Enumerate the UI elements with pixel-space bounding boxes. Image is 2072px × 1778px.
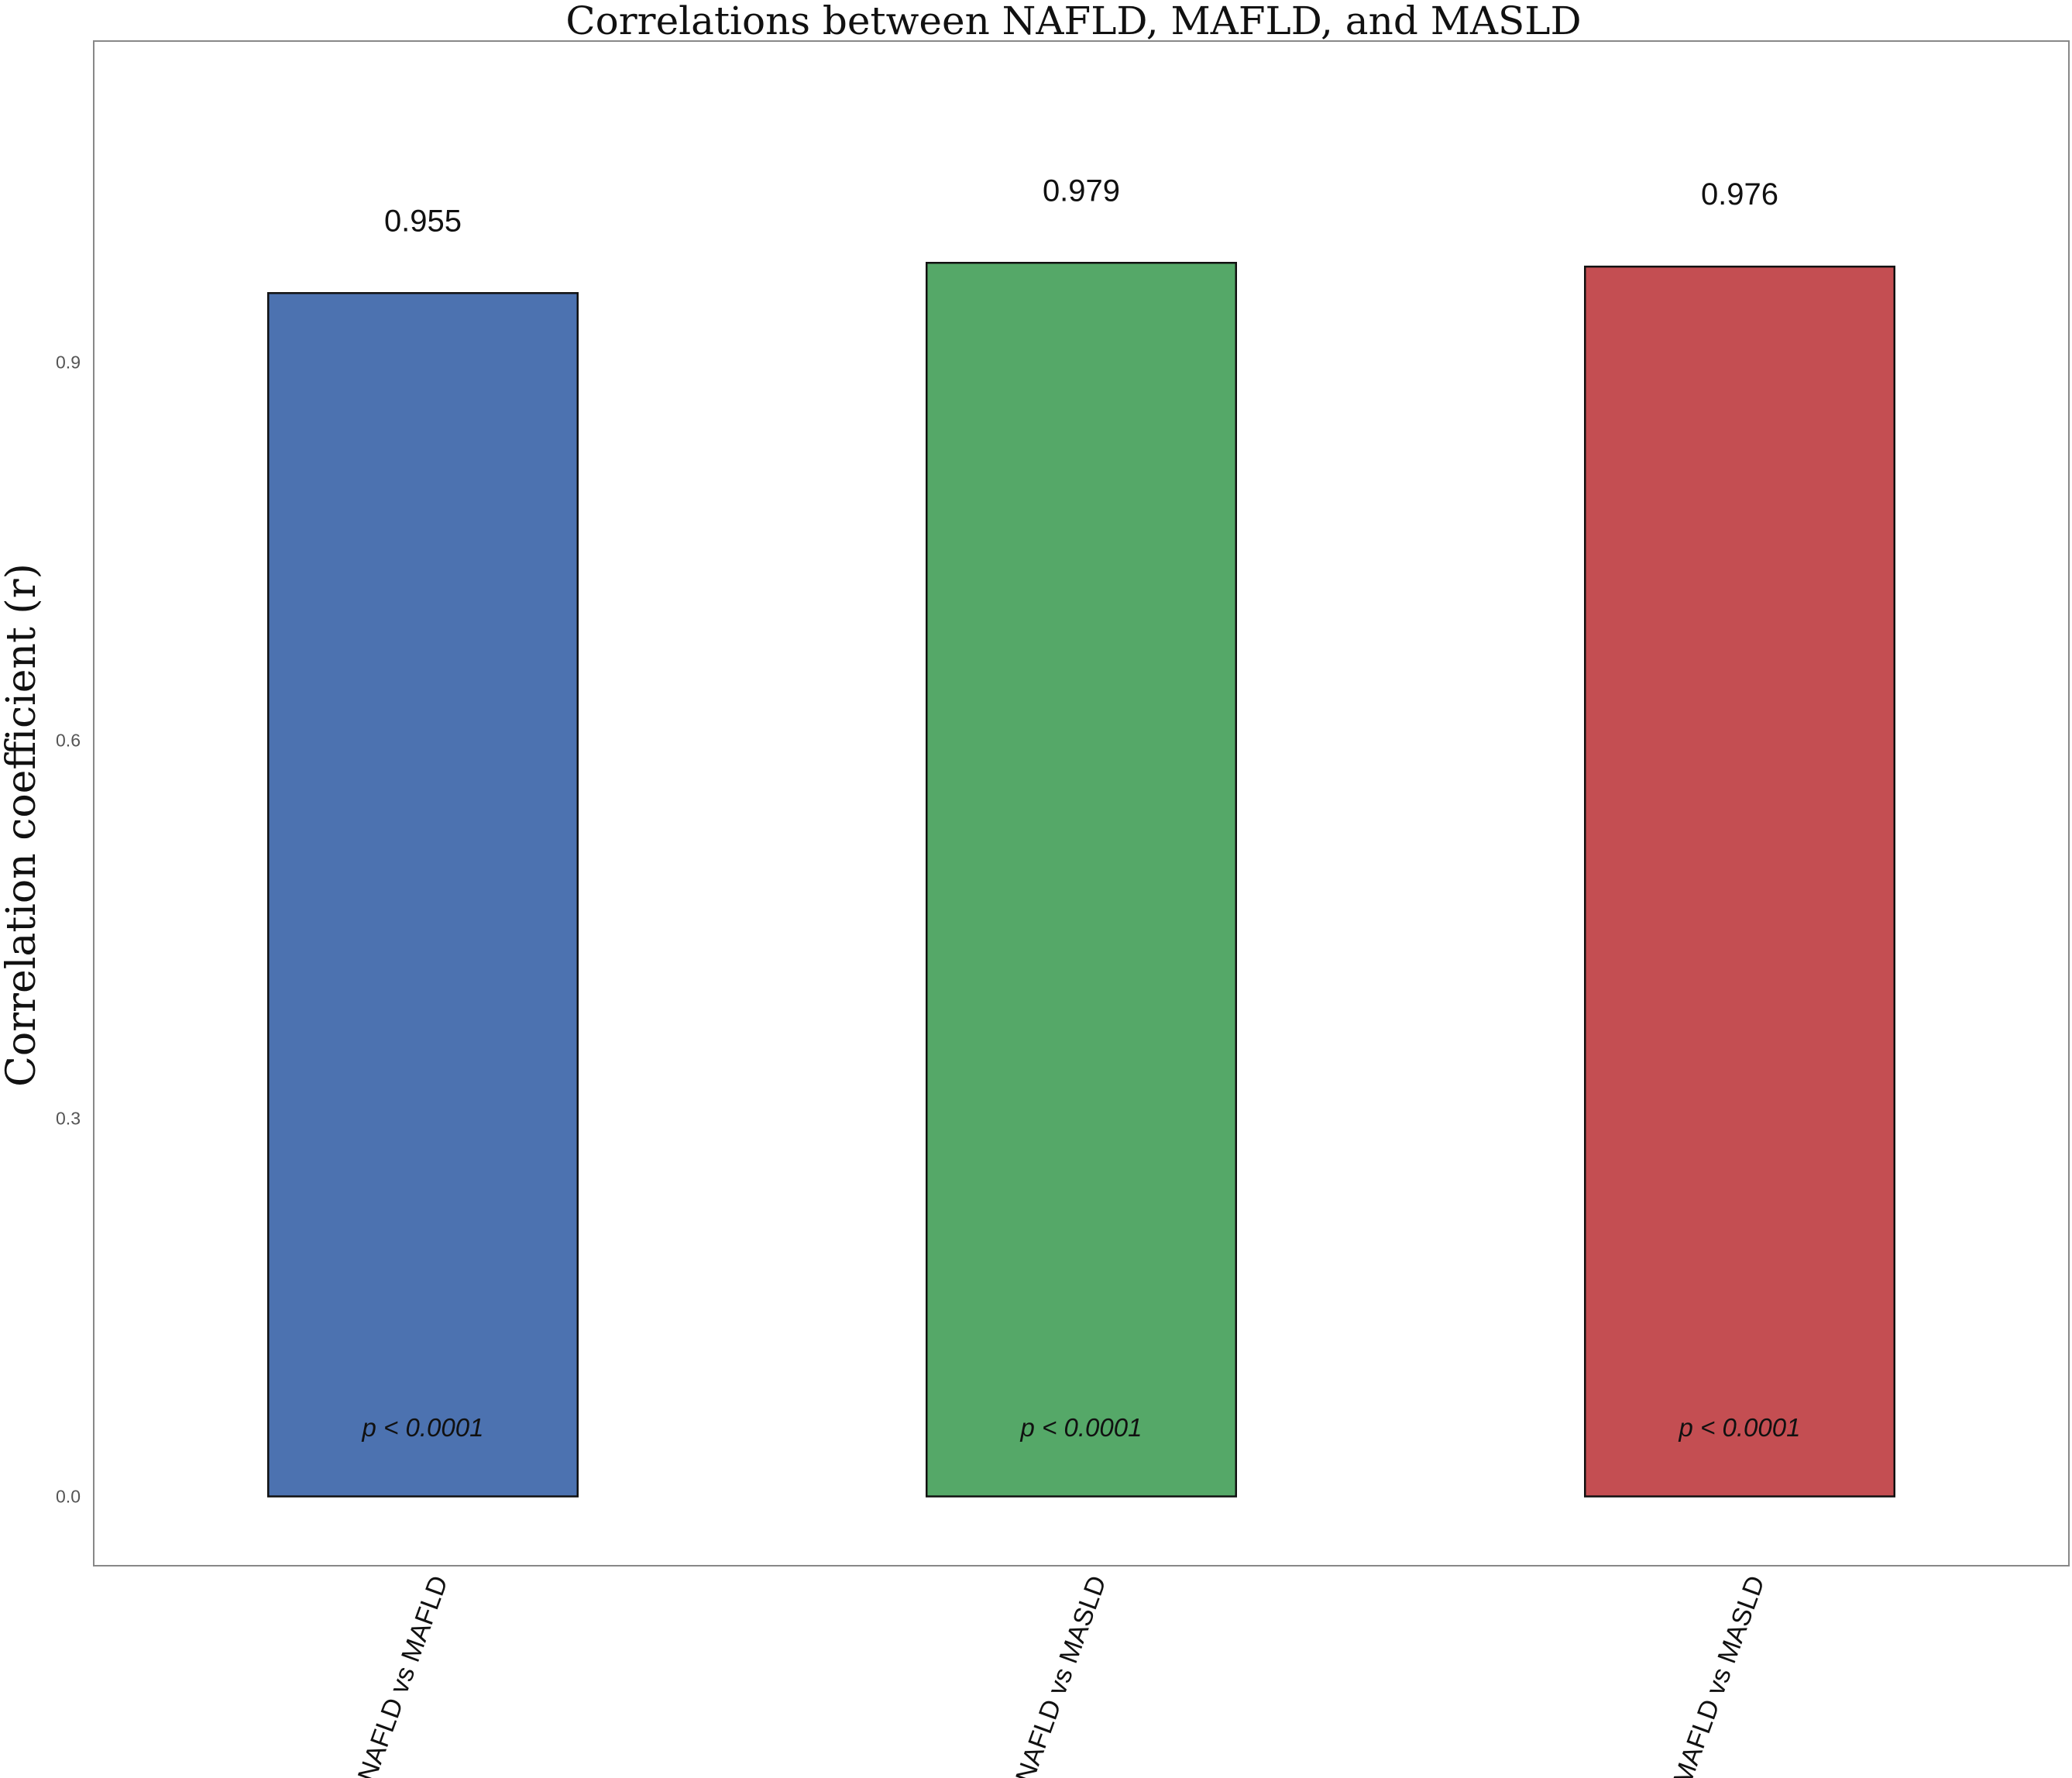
bar [268, 293, 578, 1496]
bar-value-label: 0.955 [384, 204, 462, 238]
x-axis-ticks: NAFLD vs MAFLD NAFLD vs MASLD MAFLD vs MAS… [352, 1572, 1771, 1778]
bar-value-label: 0.979 [1043, 174, 1120, 208]
bar-p-value-label: p < 0.0001 [362, 1413, 484, 1442]
y-tick-label: 0.9 [56, 353, 81, 373]
y-tick-label: 0.0 [56, 1487, 81, 1507]
value-labels: 0.955 0.979 0.976 [384, 174, 1778, 238]
x-tick-label: NAFLD vs MAFLD [352, 1572, 454, 1778]
y-tick-label: 0.6 [56, 731, 81, 751]
bar-p-value-label: p < 0.0001 [1679, 1413, 1801, 1442]
y-axis-ticks: 0.0 0.3 0.6 0.9 [56, 353, 81, 1507]
bar [1585, 267, 1895, 1496]
y-axis-label: Correlation coefficient (r) [0, 563, 45, 1087]
x-tick-label: MAFLD vs MASLD [1668, 1572, 1771, 1778]
bar-p-value-label: p < 0.0001 [1020, 1413, 1143, 1442]
x-tick-label: NAFLD vs MASLD [1010, 1572, 1112, 1778]
bar [926, 263, 1236, 1496]
bar-value-label: 0.976 [1701, 177, 1778, 212]
chart-title: Correlations between NAFLD, MAFLD, and M… [565, 0, 1581, 43]
y-tick-label: 0.3 [56, 1109, 81, 1129]
bars [268, 263, 1895, 1496]
